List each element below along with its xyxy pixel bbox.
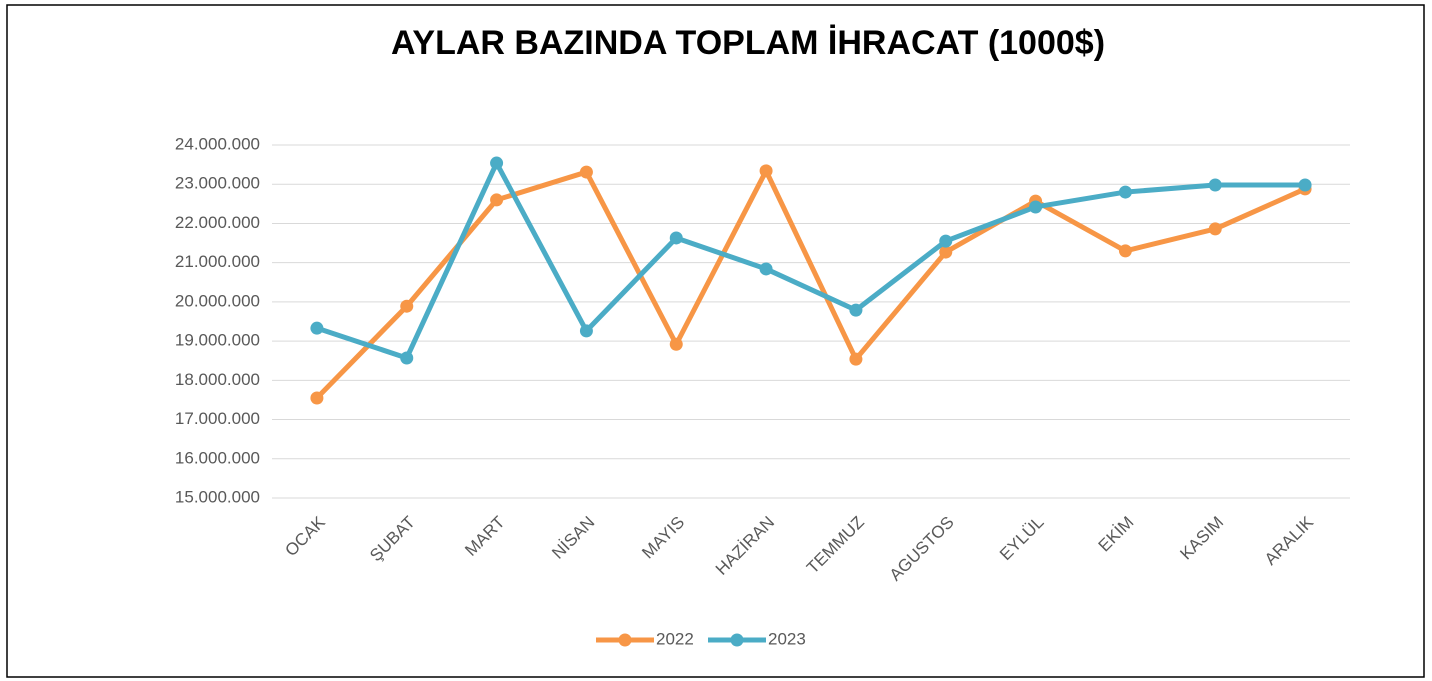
data-point	[400, 351, 414, 365]
y-tick-label: 24.000.000	[175, 134, 260, 153]
legend-label: 2022	[656, 629, 694, 648]
y-tick-label: 23.000.000	[175, 174, 260, 193]
data-point	[1118, 185, 1132, 199]
data-point	[400, 299, 414, 313]
data-point	[939, 234, 953, 248]
data-point	[669, 337, 683, 351]
y-tick-label: 15.000.000	[175, 487, 260, 506]
data-point	[939, 245, 953, 259]
series-line	[315, 168, 1307, 400]
legend-label: 2023	[768, 629, 806, 648]
data-point	[1208, 178, 1222, 192]
data-point	[1029, 200, 1043, 214]
legend-marker	[618, 633, 632, 647]
data-point	[849, 352, 863, 366]
y-tick-label: 22.000.000	[175, 213, 260, 232]
data-point	[310, 391, 324, 405]
y-tick-label: 20.000.000	[175, 291, 260, 310]
y-tick-label: 17.000.000	[175, 409, 260, 428]
data-point	[759, 164, 773, 178]
series-line	[316, 160, 1306, 361]
data-point	[759, 262, 773, 276]
data-point	[490, 193, 504, 207]
data-point	[579, 324, 593, 338]
legend-marker	[730, 633, 744, 647]
y-tick-label: 16.000.000	[175, 448, 260, 467]
chart-title: AYLAR BAZINDA TOPLAM İHRACAT (1000$)	[391, 24, 1105, 62]
data-point	[849, 303, 863, 317]
data-point	[490, 156, 504, 170]
data-point	[310, 321, 324, 335]
y-tick-label: 19.000.000	[175, 331, 260, 350]
data-point	[1208, 222, 1222, 236]
data-point	[579, 165, 593, 179]
y-tick-label: 18.000.000	[175, 370, 260, 389]
data-point	[1118, 244, 1132, 258]
y-tick-label: 21.000.000	[175, 252, 260, 271]
data-point	[669, 231, 683, 245]
data-point	[1298, 178, 1312, 192]
